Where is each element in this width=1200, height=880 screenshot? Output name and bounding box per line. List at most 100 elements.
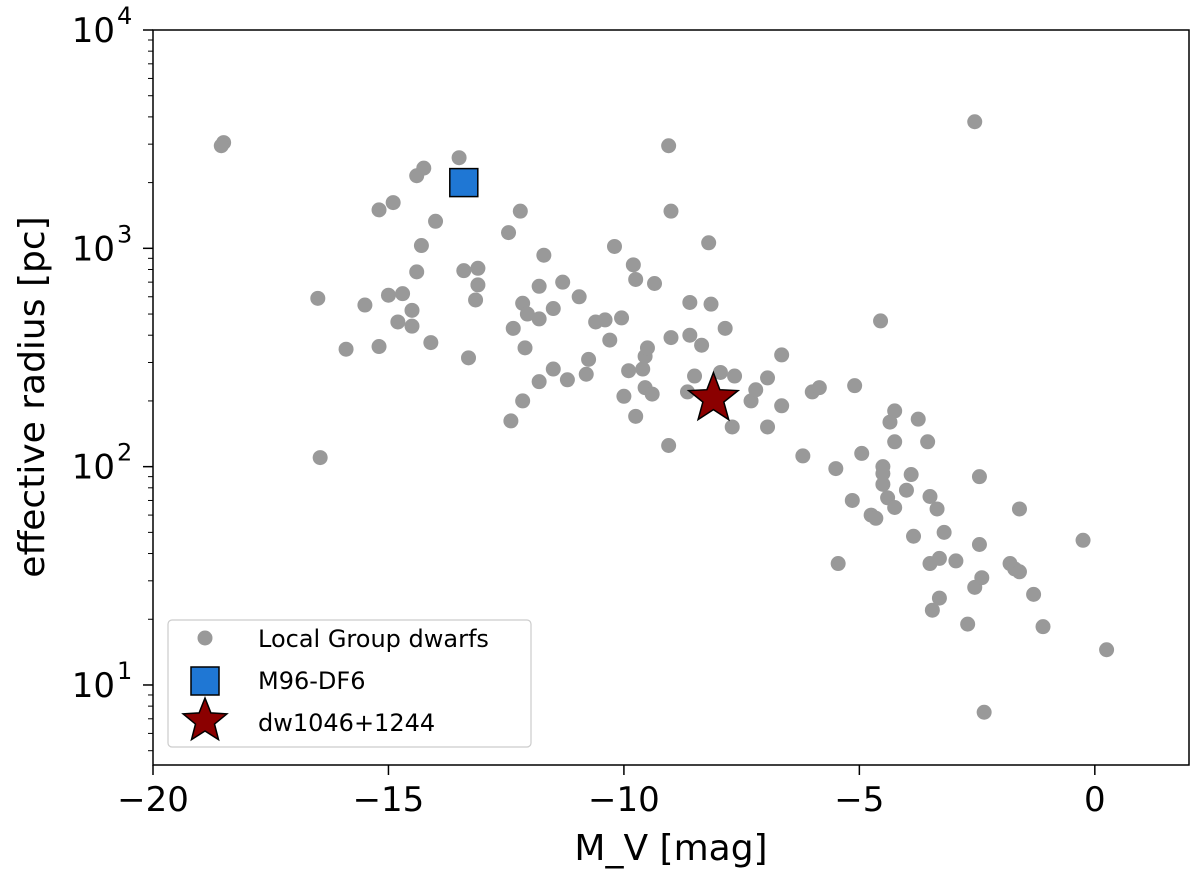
local-group-dwarf-point xyxy=(531,278,547,294)
local-group-dwarf-point xyxy=(635,361,651,377)
local-group-dwarf-point xyxy=(531,374,547,390)
local-group-dwarf-point xyxy=(828,461,844,477)
local-group-dwarf-point xyxy=(390,314,406,330)
local-group-dwarf-point xyxy=(873,313,889,329)
local-group-dwarf-point xyxy=(602,332,618,348)
local-group-dwarf-point xyxy=(597,312,613,328)
x-tick-label: −15 xyxy=(353,780,425,820)
local-group-dwarf-point xyxy=(875,459,891,475)
local-group-dwarf-point xyxy=(661,437,677,453)
local-group-dwarf-point xyxy=(385,195,401,211)
local-group-dwarf-point xyxy=(371,202,387,218)
local-group-dwarf-point xyxy=(413,238,429,254)
local-group-dwarf-point xyxy=(811,380,827,396)
local-group-dwarf-point xyxy=(682,294,698,310)
y-axis-label: effective radius [pc] xyxy=(12,216,53,577)
local-group-dwarf-point xyxy=(847,378,863,394)
local-group-dwarf-point xyxy=(795,448,811,464)
local-group-dwarf-point xyxy=(712,364,728,380)
local-group-dwarf-point xyxy=(409,264,425,280)
local-group-dwarf-point xyxy=(727,368,743,384)
local-group-dwarf-point xyxy=(416,160,432,176)
local-group-dwarf-point xyxy=(517,340,533,356)
local-group-dwarf-point xyxy=(931,550,947,566)
local-group-dwarf-point xyxy=(724,419,740,435)
local-group-dwarf-point xyxy=(887,499,903,515)
local-group-dwarf-point xyxy=(663,330,679,346)
local-group-dwarf-point xyxy=(971,536,987,552)
local-group-dwarf-point xyxy=(960,616,976,632)
local-group-dwarf-point xyxy=(357,297,373,313)
y-tick-label-exponent: 4 xyxy=(117,2,132,30)
local-group-dwarf-point xyxy=(545,301,561,317)
local-group-dwarf-point xyxy=(687,368,703,384)
local-group-dwarf-point xyxy=(1026,586,1042,602)
local-group-dwarf-point xyxy=(1011,501,1027,517)
legend-label-dw1046-1244: dw1046+1244 xyxy=(258,709,435,737)
legend-label-local-group-dwarfs: Local Group dwarfs xyxy=(258,625,489,653)
local-group-dwarf-point xyxy=(774,398,790,414)
local-group-dwarf-point xyxy=(694,337,710,353)
local-group-dwarf-point xyxy=(625,257,641,273)
minor-ticks xyxy=(148,39,153,752)
local-group-dwarf-point xyxy=(920,434,936,450)
local-group-dwarf-point xyxy=(470,277,486,293)
local-group-dwarf-point xyxy=(887,434,903,450)
local-group-dwarf-point xyxy=(571,289,587,305)
local-group-dwarf-point xyxy=(929,501,945,517)
m96-df6-point xyxy=(449,167,479,198)
legend-marker-dw1046-1244 xyxy=(181,695,229,742)
local-group-dwarf-point xyxy=(512,203,528,219)
local-group-dwarf-point xyxy=(974,570,990,586)
local-group-dwarf-point xyxy=(924,602,940,618)
local-group-dwarf-point xyxy=(903,467,919,483)
local-group-dwarf-point xyxy=(682,327,698,343)
local-group-dwarf-point xyxy=(936,524,952,540)
local-group-dwarf-point xyxy=(616,388,632,404)
local-group-dwarf-point xyxy=(555,274,571,290)
dw1046-1244-point xyxy=(686,370,741,422)
local-group-dwarf-point xyxy=(717,320,733,336)
legend-marker-local-group-dwarfs xyxy=(197,630,213,646)
local-group-dwarf-point xyxy=(312,450,328,466)
local-group-dwarf-point xyxy=(967,114,983,130)
local-group-dwarf-point xyxy=(395,286,411,302)
y-tick-label-exponent: 2 xyxy=(117,439,132,467)
local-group-dwarf-point xyxy=(505,320,521,336)
y-tick-label: 10 xyxy=(72,229,115,269)
local-group-dwarf-point xyxy=(976,704,992,720)
local-group-dwarf-point xyxy=(661,138,677,154)
local-group-dwarf-point xyxy=(948,553,964,569)
local-group-dwarf-point xyxy=(606,238,622,254)
x-axis: −20 −15 −10 −5 0 xyxy=(117,765,1106,820)
local-group-dwarf-point xyxy=(875,476,891,492)
local-group-dwarf-point xyxy=(578,366,594,382)
x-tick-label: 0 xyxy=(1084,780,1106,820)
local-group-dwarf-point xyxy=(468,292,484,308)
local-group-dwarf-point xyxy=(501,225,517,241)
local-group-dwarf-point xyxy=(470,260,486,276)
local-group-dwarf-point xyxy=(922,488,938,504)
local-group-dwarf-point xyxy=(213,138,229,154)
y-tick-label-exponent: 1 xyxy=(117,657,132,685)
local-group-dwarf-point xyxy=(628,271,644,287)
local-group-dwarf-point xyxy=(559,372,575,388)
local-group-dwarf-point xyxy=(830,556,846,572)
legend: Local Group dwarfs M96-DF6 dw1046+1244 xyxy=(167,619,532,748)
local-group-dwarf-point xyxy=(679,384,695,400)
plot-frame xyxy=(152,29,1190,766)
local-group-dwarf-point xyxy=(748,382,764,398)
local-group-dwarf-point xyxy=(531,311,547,327)
local-group-dwarf-point xyxy=(931,590,947,606)
points-layer xyxy=(213,114,1115,720)
local-group-dwarf-point xyxy=(1035,619,1051,635)
local-group-dwarf-point xyxy=(639,340,655,356)
local-group-dwarf-point xyxy=(910,411,926,427)
local-group-dwarf-point xyxy=(898,482,914,498)
x-tick-label: −5 xyxy=(834,780,884,820)
y-tick-label: 10 xyxy=(72,666,115,706)
local-group-dwarf-point xyxy=(456,263,472,279)
y-tick-label: 10 xyxy=(72,11,115,51)
local-group-dwarf-point xyxy=(760,419,776,435)
